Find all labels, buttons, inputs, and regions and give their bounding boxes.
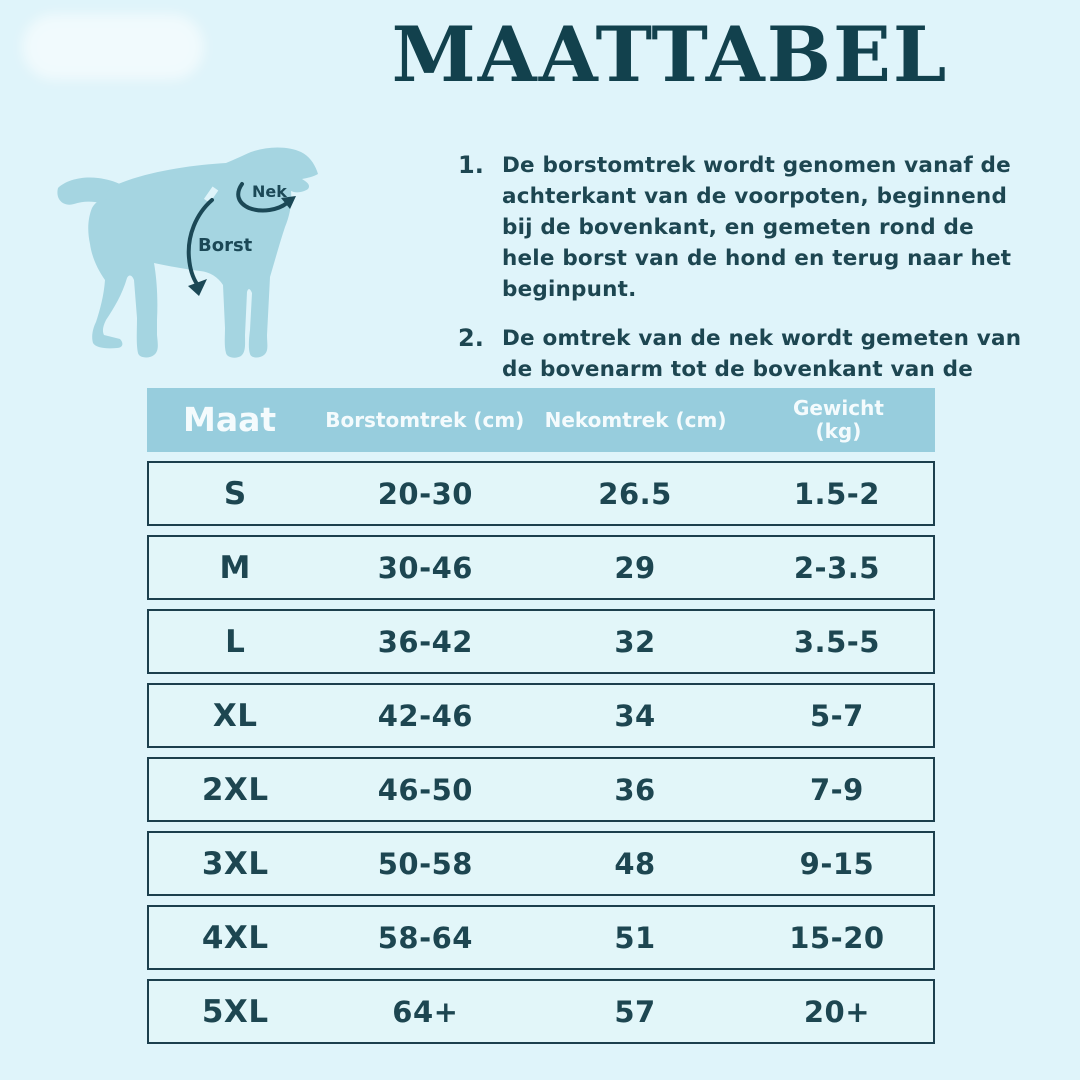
neck-arrow	[236, 182, 289, 213]
cell-size: S	[223, 475, 247, 512]
cell-chest: 42-46	[377, 698, 473, 733]
page-title: MAATTABEL	[391, 10, 949, 99]
cell-chest: 50-58	[377, 846, 473, 881]
column-header-gewicht-text: Gewicht (kg)	[792, 396, 884, 443]
cell-neck: 51	[614, 920, 656, 955]
logo-placeholder	[22, 14, 204, 80]
instruction-number: 2.	[458, 324, 484, 352]
cell-size: 4XL	[201, 919, 269, 956]
instruction-number: 1.	[458, 151, 484, 179]
cell-chest: 36-42	[377, 624, 473, 659]
cell-size: 5XL	[201, 993, 269, 1030]
strap-gap-notch	[203, 186, 219, 203]
cell-weight: 15-20	[789, 920, 885, 955]
cell-neck: 48	[614, 846, 656, 881]
cell-size: 3XL	[201, 845, 269, 882]
column-header-gewicht: Gewicht (kg)	[742, 397, 935, 443]
cell-neck: 32	[614, 624, 656, 659]
table-row-m: M 30-46 29 2-3.5	[147, 535, 935, 600]
dog-silhouette-icon: Nek Borst	[57, 147, 318, 358]
instruction-text: De borstomtrek wordt genomen vanaf de ac…	[502, 153, 1012, 302]
cell-neck: 26.5	[598, 476, 672, 511]
table-row-4xl: 4XL 58-64 51 15-20	[147, 905, 935, 970]
measurement-instructions: 1. De borstomtrek wordt genomen vanaf de…	[458, 150, 1033, 434]
cell-neck: 57	[614, 994, 656, 1029]
cell-weight: 1.5-2	[793, 476, 880, 511]
cell-size: L	[225, 623, 246, 660]
cell-weight: 2-3.5	[793, 550, 880, 585]
neck-arrowhead-icon	[281, 196, 296, 209]
size-table: Maat Borstomtrek (cm) Nekomtrek (cm) Gew…	[147, 388, 935, 1044]
dog-measurement-diagram: Nek Borst	[30, 130, 360, 380]
column-header-nekomtrek: Nekomtrek (cm)	[544, 407, 727, 432]
cell-neck: 29	[614, 550, 656, 585]
cell-chest: 58-64	[377, 920, 473, 955]
table-row-xl: XL 42-46 34 5-7	[147, 683, 935, 748]
neck-label: Nek	[252, 182, 287, 201]
column-header-maat: Maat	[183, 400, 277, 440]
cell-size: XL	[212, 697, 258, 734]
table-row-l: L 36-42 32 3.5-5	[147, 609, 935, 674]
chest-arrow	[186, 198, 214, 286]
cell-chest: 46-50	[377, 772, 473, 807]
cell-chest: 20-30	[377, 476, 473, 511]
cell-weight: 7-9	[809, 772, 864, 807]
cell-neck: 36	[614, 772, 656, 807]
instruction-item-1: 1. De borstomtrek wordt genomen vanaf de…	[458, 150, 1033, 305]
table-row-s: S 20-30 26.5 1.5-2	[147, 461, 935, 526]
instruction-item-2: 2. De omtrek van de nek wordt gemeten va…	[458, 323, 1033, 416]
cell-size: M	[219, 549, 251, 586]
table-row-2xl: 2XL 46-50 36 7-9	[147, 757, 935, 822]
cell-chest: 64+	[392, 994, 459, 1029]
table-row-3xl: 3XL 50-58 48 9-15	[147, 831, 935, 896]
cell-weight: 3.5-5	[793, 624, 880, 659]
cell-neck: 34	[614, 698, 656, 733]
cell-weight: 20+	[803, 994, 870, 1029]
table-row-5xl: 5XL 64+ 57 20+	[147, 979, 935, 1044]
instruction-text: De omtrek van de nek wordt gemeten van d…	[502, 326, 1022, 413]
cell-size: 2XL	[201, 771, 269, 808]
cell-weight: 5-7	[809, 698, 864, 733]
column-header-borstomtrek: Borstomtrek (cm)	[325, 407, 525, 432]
chest-arrowhead-icon	[188, 279, 207, 296]
size-table-header: Maat Borstomtrek (cm) Nekomtrek (cm) Gew…	[147, 388, 935, 452]
cell-weight: 9-15	[799, 846, 875, 881]
chest-label: Borst	[198, 235, 253, 256]
cell-chest: 30-46	[377, 550, 473, 585]
